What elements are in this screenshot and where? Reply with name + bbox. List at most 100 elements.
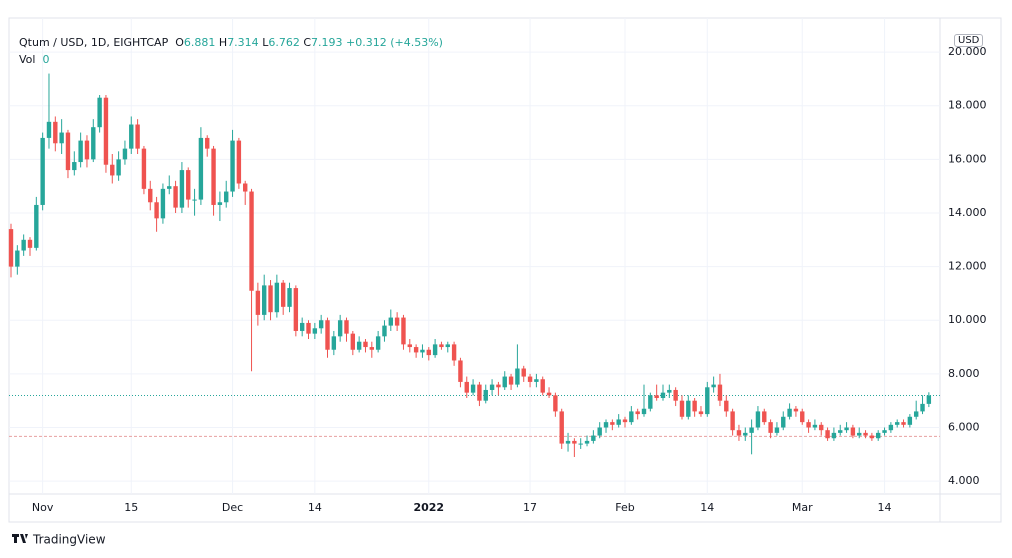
candle-body bbox=[673, 389, 678, 401]
candle-body bbox=[686, 400, 691, 417]
candle-body bbox=[122, 148, 128, 160]
candle-body bbox=[91, 127, 96, 160]
candle-body bbox=[800, 411, 805, 423]
x-tick-label: 15 bbox=[124, 501, 138, 514]
candle-body bbox=[553, 395, 558, 412]
candle-body bbox=[59, 132, 64, 144]
volume-value: 0 bbox=[42, 53, 50, 66]
c-prefix: C bbox=[303, 36, 312, 49]
candle-body bbox=[97, 97, 102, 128]
candle-body bbox=[65, 132, 71, 171]
candle-body bbox=[781, 416, 786, 428]
candle-body bbox=[192, 199, 197, 201]
candle-body bbox=[103, 97, 109, 165]
candle-body bbox=[863, 432, 868, 436]
candle-body bbox=[534, 379, 539, 382]
y-tick-label: 6.000 bbox=[948, 421, 980, 434]
candle-body bbox=[667, 389, 672, 393]
change: +0.312 (+4.53%) bbox=[346, 36, 443, 49]
candle-body bbox=[8, 229, 14, 267]
candle-body bbox=[819, 424, 824, 431]
candle-body bbox=[116, 159, 121, 176]
candle-body bbox=[420, 349, 425, 353]
currency-button[interactable]: USD bbox=[954, 34, 984, 47]
candle-body bbox=[451, 344, 457, 361]
candle-body bbox=[882, 430, 887, 433]
candle-body bbox=[755, 411, 761, 428]
candle-body bbox=[768, 422, 773, 433]
candle-body bbox=[470, 384, 476, 393]
candle-body bbox=[160, 188, 166, 219]
candle-body bbox=[458, 360, 463, 382]
l-prefix: L bbox=[262, 36, 269, 49]
y-tick-label: 4.000 bbox=[948, 474, 980, 487]
candle-body bbox=[736, 430, 742, 436]
candle-body bbox=[46, 121, 52, 138]
candle-body bbox=[546, 392, 552, 396]
candle-body bbox=[243, 183, 248, 192]
candle-body bbox=[698, 411, 704, 415]
candle-body bbox=[268, 285, 273, 313]
candle-body bbox=[186, 170, 191, 200]
volume-label: Vol bbox=[19, 53, 36, 66]
candle-body bbox=[249, 191, 254, 291]
candle-body bbox=[15, 250, 20, 267]
candle-body bbox=[901, 422, 906, 425]
candle-body bbox=[236, 140, 242, 184]
candle-body bbox=[559, 411, 564, 444]
candle-body bbox=[205, 137, 210, 149]
candle-body bbox=[857, 432, 862, 436]
candle-body bbox=[432, 344, 438, 356]
candle-body bbox=[34, 204, 39, 248]
candle-body bbox=[148, 188, 153, 203]
candle-body bbox=[27, 239, 33, 248]
candle-body bbox=[53, 121, 58, 144]
candle-body bbox=[337, 320, 343, 337]
candle-body bbox=[167, 186, 172, 189]
candle-body bbox=[306, 322, 311, 334]
candle-body bbox=[572, 440, 577, 444]
candle-body bbox=[850, 427, 856, 436]
candle-body bbox=[407, 344, 412, 348]
candle-body bbox=[388, 317, 393, 326]
candle-body bbox=[350, 333, 356, 350]
candle-body bbox=[344, 320, 349, 334]
frame bbox=[8, 17, 1002, 523]
candle-body bbox=[692, 400, 697, 412]
symbol: Qtum / USD, 1D, EIGHTCAP bbox=[19, 36, 169, 49]
candle-body bbox=[610, 422, 615, 425]
candle-body bbox=[129, 124, 134, 149]
candle-body bbox=[401, 317, 406, 345]
candle-body bbox=[724, 400, 729, 412]
candle-body bbox=[648, 395, 653, 409]
candle-body bbox=[489, 384, 495, 390]
candle-body bbox=[705, 387, 710, 415]
candle-body bbox=[224, 191, 229, 203]
candle-body bbox=[496, 384, 501, 388]
candle-body bbox=[812, 424, 818, 428]
candle-body bbox=[831, 432, 837, 439]
candle-body bbox=[540, 379, 545, 393]
candle-body bbox=[274, 282, 280, 313]
candle-body bbox=[895, 422, 900, 425]
h-prefix: H bbox=[218, 36, 228, 49]
candle-body bbox=[356, 341, 362, 350]
candle-body bbox=[913, 411, 919, 417]
y-tick-label: 18.000 bbox=[948, 99, 987, 112]
candle-body bbox=[508, 376, 514, 385]
candle-body bbox=[382, 325, 387, 337]
candle-body bbox=[660, 392, 666, 399]
candle-body bbox=[413, 347, 419, 353]
o-prefix: O bbox=[175, 36, 184, 49]
candle-body bbox=[173, 186, 178, 208]
candle-body bbox=[477, 384, 482, 401]
candle-body bbox=[578, 443, 583, 445]
candle-body bbox=[21, 239, 26, 251]
candle-body bbox=[464, 381, 469, 393]
candle-body bbox=[179, 170, 185, 208]
candle-body bbox=[312, 328, 318, 334]
candle-body bbox=[787, 408, 792, 417]
y-tick-label: 14.000 bbox=[948, 206, 987, 219]
candle-body bbox=[135, 124, 140, 149]
